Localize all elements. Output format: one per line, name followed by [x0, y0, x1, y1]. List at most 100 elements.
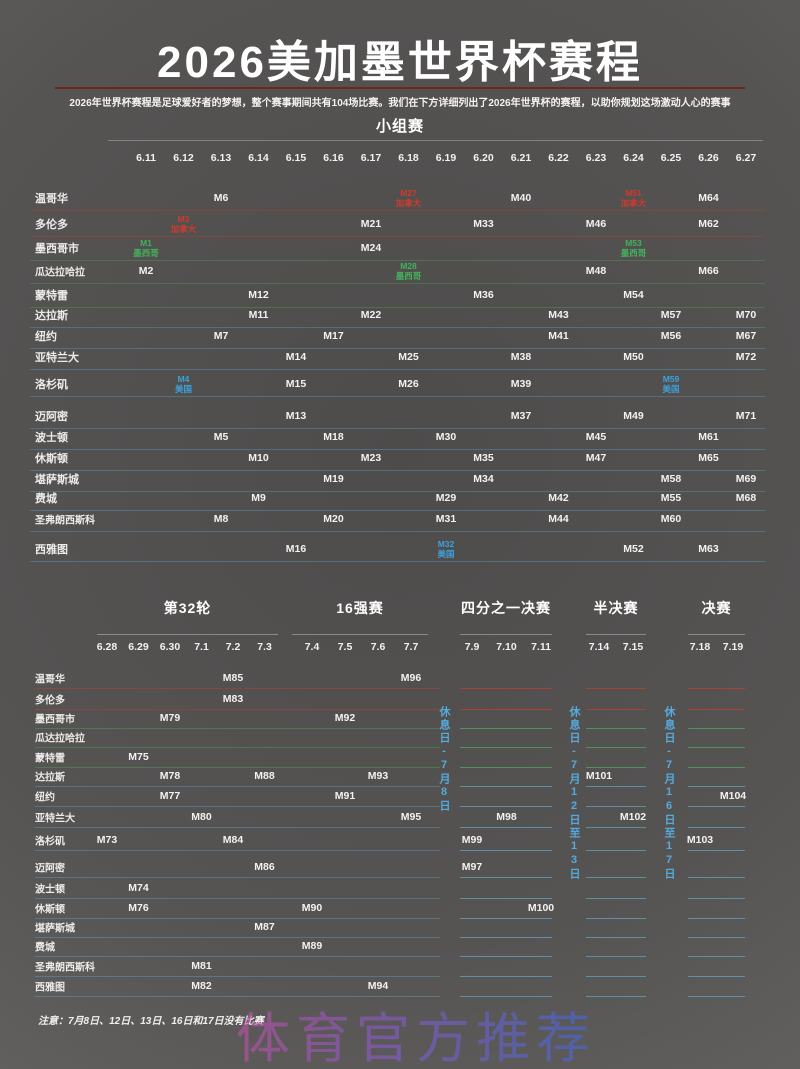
knockout-slot-line — [688, 877, 745, 878]
match-M55: M55 — [660, 492, 682, 504]
match-M3: M3 加拿大 — [170, 213, 197, 234]
knockout-row-divider — [35, 956, 440, 957]
group-row-divider — [30, 327, 765, 328]
knockout-date-7.3: 7.3 — [257, 641, 272, 653]
knockout-row-city-西雅图: 西雅图 — [35, 982, 65, 994]
knockout-slot-line — [688, 786, 745, 787]
match-M5: M5 — [213, 431, 229, 443]
subtitle: 2026年世界杯赛程是足球爱好者的梦想，整个赛事期间共有104场比赛。我们在下方… — [69, 98, 731, 109]
group-row-city-多伦多: 多伦多 — [35, 219, 68, 231]
knockout-slot-line — [460, 850, 552, 851]
match-M19: M19 — [323, 473, 344, 485]
knockout-slot-line — [460, 709, 552, 710]
group-row-city-费城: 费城 — [35, 493, 57, 505]
match-M101: M101 — [585, 770, 613, 782]
group-row-divider — [30, 449, 765, 450]
match-M24: M24 — [360, 242, 382, 254]
match-M6: M6 — [213, 192, 229, 204]
match-M74: M74 — [128, 882, 149, 894]
knockout-row-divider — [35, 976, 440, 977]
knockout-slot-line — [586, 709, 646, 710]
knockout-slot-line — [688, 937, 745, 938]
knockout-slot-line — [586, 688, 646, 689]
match-M99: M99 — [461, 834, 483, 846]
match-M87: M87 — [254, 921, 275, 933]
match-M51: M51 加拿大 — [620, 187, 647, 208]
group-row-city-堪萨斯城: 堪萨斯城 — [35, 474, 79, 486]
match-M96: M96 — [400, 672, 422, 684]
match-M50: M50 — [623, 351, 644, 363]
group-row-divider — [30, 369, 765, 370]
knockout-row-divider — [35, 786, 440, 787]
match-M11: M11 — [248, 309, 269, 321]
knockout-date-7.19: 7.19 — [722, 641, 744, 653]
match-M83: M83 — [222, 693, 244, 705]
knockout-slot-line — [460, 688, 552, 689]
match-M44: M44 — [548, 513, 569, 525]
knockout-slot-line — [586, 996, 646, 997]
knockout-slot-line — [460, 996, 552, 997]
knockout-date-7.7: 7.7 — [403, 641, 419, 653]
page-title: 2026美加墨世界杯赛程 — [157, 38, 643, 87]
match-M59: M59 美国 — [662, 373, 680, 394]
match-M40: M40 — [510, 192, 532, 204]
match-M9: M9 — [251, 492, 266, 504]
knockout-row-city-蒙特雷: 蒙特雷 — [35, 753, 65, 765]
knockout-slot-line — [586, 786, 646, 787]
group-row-city-洛杉矶: 洛杉矶 — [35, 379, 68, 391]
group-row-city-迈阿密: 迈阿密 — [35, 411, 68, 423]
knockout-slot-line — [688, 709, 745, 710]
knockout-section-title-4: 半决赛 — [593, 600, 639, 616]
match-M34: M34 — [473, 473, 494, 485]
group-row-divider — [30, 236, 765, 237]
knockout-row-divider — [35, 918, 440, 919]
knockout-row-divider — [35, 806, 440, 807]
match-M35: M35 — [473, 452, 494, 464]
knockout-row-city-洛杉矶: 洛杉矶 — [35, 836, 65, 848]
knockout-slot-line — [688, 918, 745, 919]
knockout-row-city-瓜达拉哈拉: 瓜达拉哈拉 — [35, 733, 85, 745]
knockout-slot-line — [460, 806, 552, 807]
knockout-row-divider — [35, 688, 440, 689]
match-M102: M102 — [619, 811, 647, 823]
knockout-row-city-迈阿密: 迈阿密 — [35, 863, 65, 875]
match-M62: M62 — [698, 218, 719, 230]
knockout-date-6.30: 6.30 — [159, 641, 181, 653]
knockout-section-underline — [688, 634, 745, 635]
match-M82: M82 — [191, 980, 212, 992]
group-date-6.25: 6.25 — [660, 152, 682, 164]
match-M25: M25 — [398, 351, 419, 363]
knockout-slot-line — [460, 767, 552, 768]
match-M16: M16 — [285, 543, 307, 555]
knockout-slot-line — [586, 877, 646, 878]
rest-day-label-2: 休息日-7月12日至13日 — [568, 706, 580, 881]
match-M73: M73 — [96, 834, 118, 846]
match-M49: M49 — [623, 410, 644, 422]
knockout-row-divider — [35, 877, 440, 878]
match-M57: M57 — [660, 309, 682, 321]
knockout-row-city-休斯顿: 休斯顿 — [35, 904, 65, 916]
match-M8: M8 — [213, 513, 229, 525]
group-row-city-圣弗朗西斯科: 圣弗朗西斯科 — [35, 515, 95, 527]
knockout-date-6.29: 6.29 — [128, 641, 149, 653]
knockout-date-7.2: 7.2 — [225, 641, 241, 653]
knockout-date-7.15: 7.15 — [622, 641, 644, 653]
match-M1: M1 墨西哥 — [133, 237, 159, 258]
knockout-section-title-5: 决赛 — [701, 600, 732, 616]
group-row-divider — [30, 260, 765, 261]
match-M4: M4 美国 — [174, 373, 193, 394]
match-M94: M94 — [367, 980, 389, 992]
match-M42: M42 — [548, 492, 569, 504]
knockout-row-divider — [35, 996, 440, 997]
knockout-row-city-费城: 费城 — [35, 942, 55, 954]
knockout-slot-line — [460, 827, 552, 828]
match-M32: M32 美国 — [437, 538, 455, 559]
match-M68: M68 — [735, 492, 757, 504]
match-M100: M100 — [527, 902, 555, 914]
knockout-date-7.6: 7.6 — [370, 641, 386, 653]
match-M69: M69 — [735, 473, 757, 485]
knockout-section-underline — [97, 634, 278, 635]
group-row-divider — [30, 307, 765, 308]
group-date-6.13: 6.13 — [210, 152, 232, 164]
match-M56: M56 — [660, 330, 682, 342]
